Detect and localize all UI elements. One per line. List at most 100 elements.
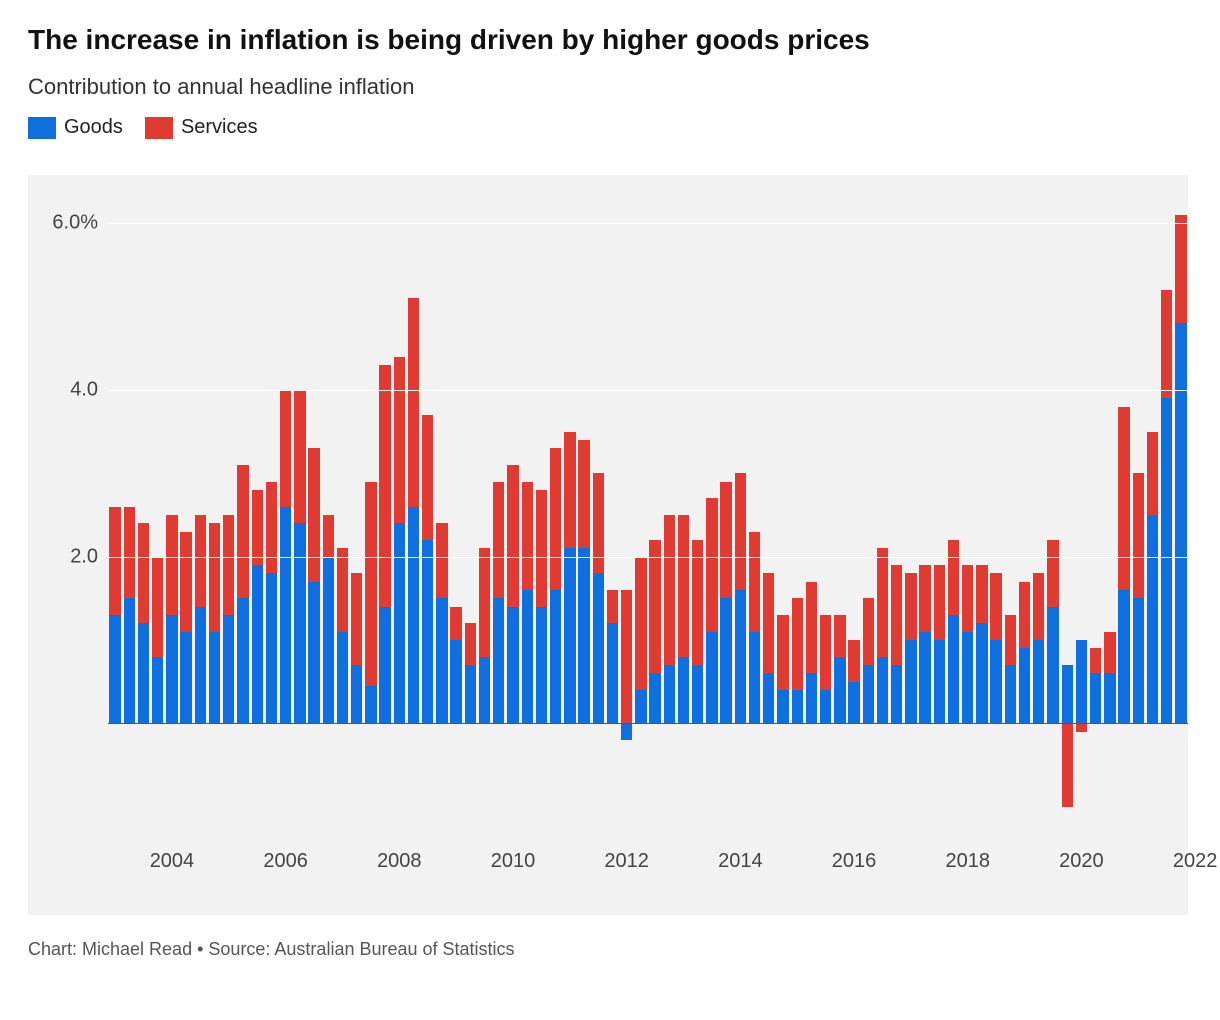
bar-services [1175,215,1186,323]
x-tick-label: 2016 [832,850,877,873]
bar-group [507,190,518,840]
bar-goods [578,548,589,723]
bar-services [706,498,717,631]
bar-group [252,190,263,840]
bar-group [266,190,277,840]
bar-services [237,465,248,598]
bar-group [166,190,177,840]
bar-group [394,190,405,840]
bar-services [152,557,163,657]
bar-goods [1133,598,1144,723]
bar-goods [749,632,760,724]
bar-services [976,565,987,623]
bar-group [1033,190,1044,840]
bar-services [919,565,930,632]
bar-services [1147,432,1158,515]
bar-services [806,582,817,674]
bar-group [1147,190,1158,840]
bar-group [990,190,1001,840]
bar-services [195,515,206,607]
legend-item-services: Services [145,116,258,139]
x-tick-label: 2022 [1173,850,1218,873]
bar-goods [635,690,646,723]
bar-group [593,190,604,840]
bar-services [877,548,888,656]
bar-goods [1019,648,1030,723]
bar-services [962,565,973,632]
bar-goods [990,640,1001,723]
bar-group [522,190,533,840]
bar-group [536,190,547,840]
bar-services [820,615,831,690]
bar-goods [1175,323,1186,723]
bar-group [777,190,788,840]
bar-group [834,190,845,840]
y-tick-label: 4.0 [38,379,98,402]
bar-goods [323,557,334,724]
bar-group [180,190,191,840]
bar-goods [138,623,149,723]
bar-goods [1147,515,1158,723]
bar-services [493,482,504,599]
bar-group [109,190,120,840]
bar-goods [607,623,618,723]
bar-group [962,190,973,840]
bar-goods [1076,640,1087,723]
legend-label-services: Services [181,116,258,139]
bar-goods [223,615,234,723]
bar-services [621,590,632,723]
bar-goods [664,665,675,723]
bar-group [550,190,561,840]
bar-services [678,515,689,657]
bar-group [408,190,419,840]
gridline [108,223,1188,224]
bar-services [436,523,447,598]
legend-swatch-services [145,117,173,139]
bar-goods [593,573,604,723]
x-tick-label: 2010 [491,850,536,873]
x-tick-label: 2020 [1059,850,1104,873]
bar-goods [706,632,717,724]
legend-label-goods: Goods [64,116,123,139]
bar-services [280,390,291,507]
x-tick-label: 2004 [150,850,195,873]
bar-group [209,190,220,840]
bar-goods [877,657,888,724]
bar-goods [436,598,447,723]
bar-group [223,190,234,840]
bar-group [763,190,774,840]
bar-goods [536,607,547,724]
bars-container [108,190,1188,840]
bar-goods [1090,673,1101,723]
bar-services [735,473,746,590]
bar-group [195,190,206,840]
bar-goods [493,598,504,723]
bar-services [664,515,675,665]
bar-services [777,615,788,690]
bar-goods [948,615,959,723]
plot-area [108,190,1188,840]
bar-services [479,548,490,656]
bar-group [1090,190,1101,840]
bar-services [308,448,319,581]
bar-goods [621,723,632,740]
bar-services [1005,615,1016,665]
bar-group [578,190,589,840]
bar-services [749,532,760,632]
bar-goods [408,507,419,724]
bar-group [678,190,689,840]
bar-services [1161,290,1172,398]
bar-services [124,507,135,599]
bar-goods [308,582,319,724]
bar-services [450,607,461,640]
bar-goods [891,665,902,723]
bar-group [1118,190,1129,840]
bar-goods [692,665,703,723]
bar-goods [109,615,120,723]
bar-services [1076,723,1087,731]
bar-goods [394,523,405,723]
y-tick-label: 6.0% [38,212,98,235]
bar-goods [1047,607,1058,724]
bar-services [422,415,433,540]
bar-group [237,190,248,840]
